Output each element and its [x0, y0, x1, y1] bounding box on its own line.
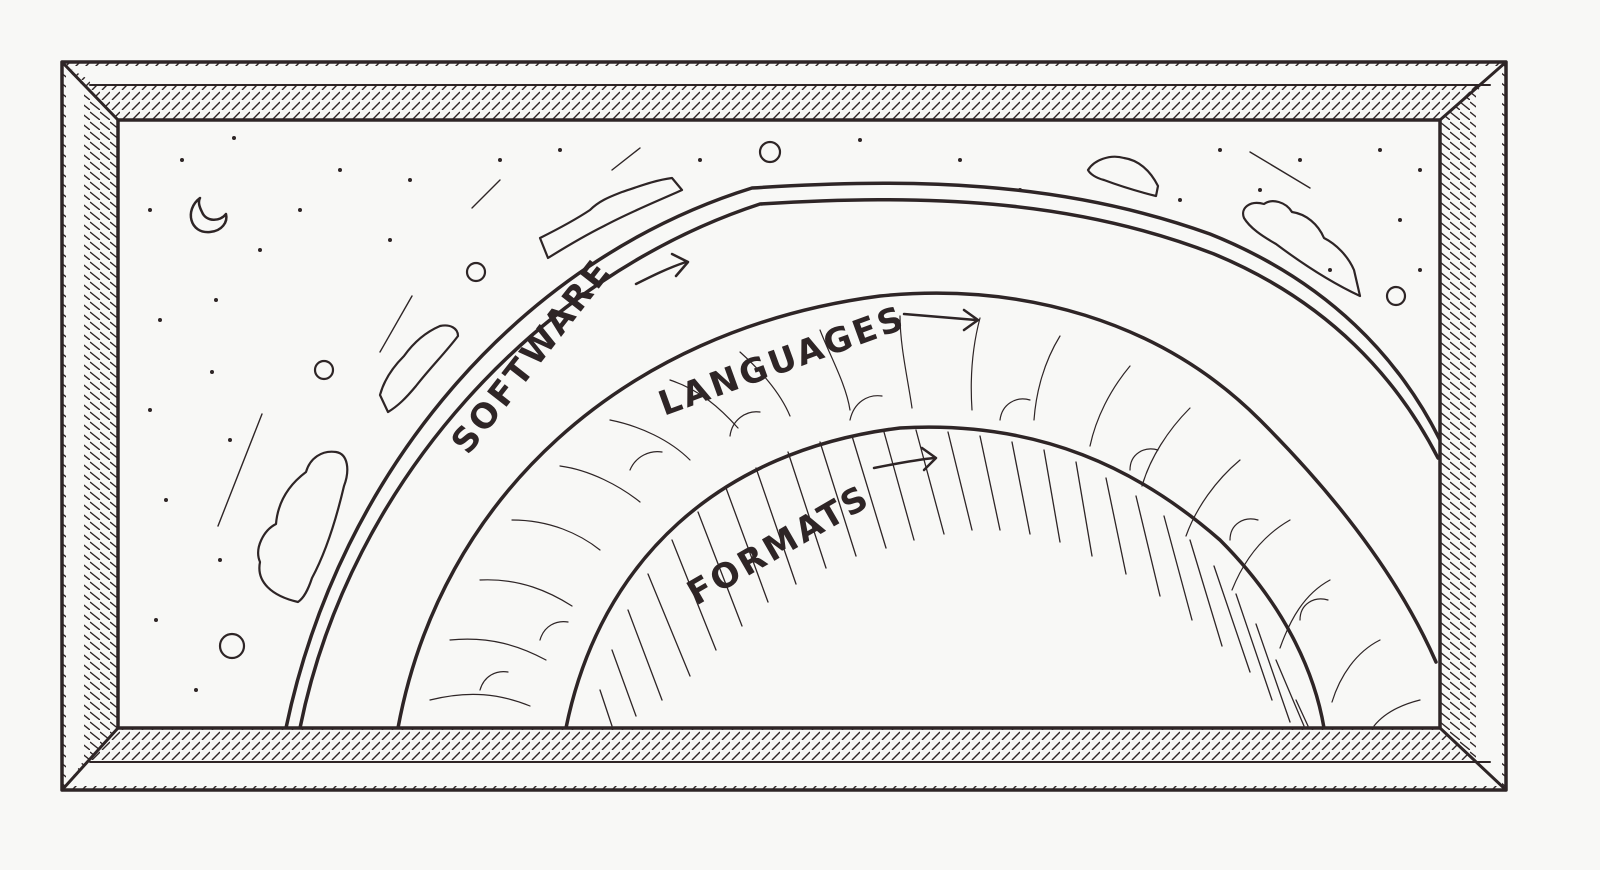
cloud-puff-icon — [218, 632, 246, 660]
cloud-icon — [1086, 155, 1160, 198]
cloud-icon — [538, 176, 684, 260]
picture-frame — [60, 60, 1508, 792]
cloud-puff-icon — [1385, 285, 1407, 307]
cloud-icon — [257, 450, 349, 604]
stars — [148, 136, 1422, 692]
software-layer — [284, 181, 1440, 728]
cloud-icon — [1242, 200, 1362, 298]
layer-label-languages: LANGUAGES — [653, 298, 980, 424]
formats-layer — [564, 425, 1326, 728]
cloud-puff-icon — [758, 140, 782, 164]
cloud-puff-icon — [313, 359, 335, 381]
sky-decorations — [148, 136, 1422, 692]
layer-label-formats: FORMATS — [681, 446, 938, 614]
wind-streaks — [217, 147, 1311, 527]
moon-icon — [189, 196, 228, 234]
languages-texture — [429, 315, 1421, 727]
cloud-icon — [378, 324, 460, 414]
right-arrow-icon — [902, 308, 980, 332]
formats-hatching — [599, 429, 1309, 727]
right-arrow-icon — [872, 446, 938, 472]
label-software: SOFTWARE — [444, 251, 621, 461]
cloud-puff-icon — [465, 261, 487, 283]
clouds — [218, 140, 1407, 660]
languages-layer — [396, 291, 1438, 728]
right-arrow-icon — [634, 252, 690, 286]
